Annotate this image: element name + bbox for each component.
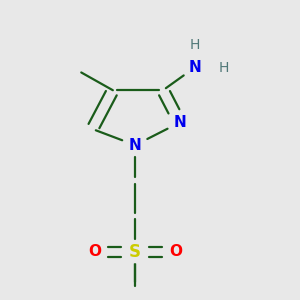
Text: N: N <box>188 60 201 75</box>
Text: N: N <box>129 138 142 153</box>
Text: O: O <box>88 244 101 259</box>
Text: H: H <box>189 38 200 52</box>
Text: H: H <box>219 61 229 75</box>
Text: S: S <box>129 243 141 261</box>
Text: O: O <box>169 244 182 259</box>
Text: N: N <box>173 115 186 130</box>
